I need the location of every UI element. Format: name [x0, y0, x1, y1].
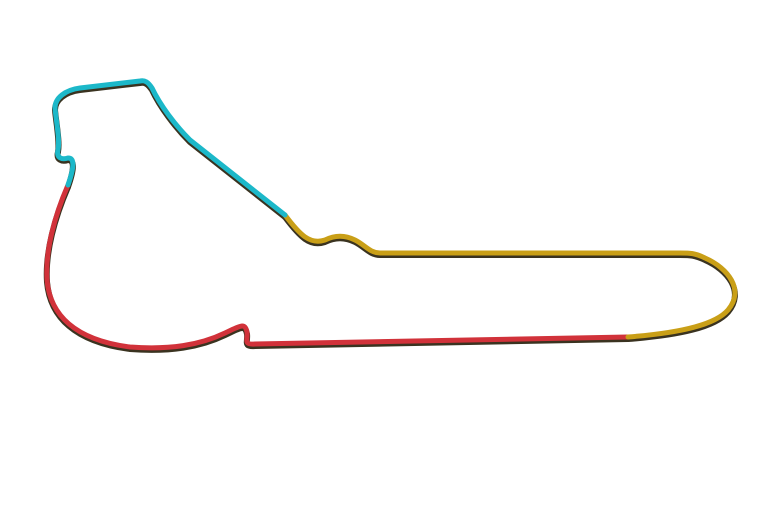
sector-shadow — [282, 214, 738, 342]
track-sectors — [44, 78, 738, 351]
sector-shadow — [43, 184, 631, 353]
sector — [44, 182, 631, 351]
sector — [282, 212, 738, 340]
track-shadow — [43, 79, 738, 353]
sector-shadow — [52, 79, 288, 220]
sector — [52, 78, 288, 218]
